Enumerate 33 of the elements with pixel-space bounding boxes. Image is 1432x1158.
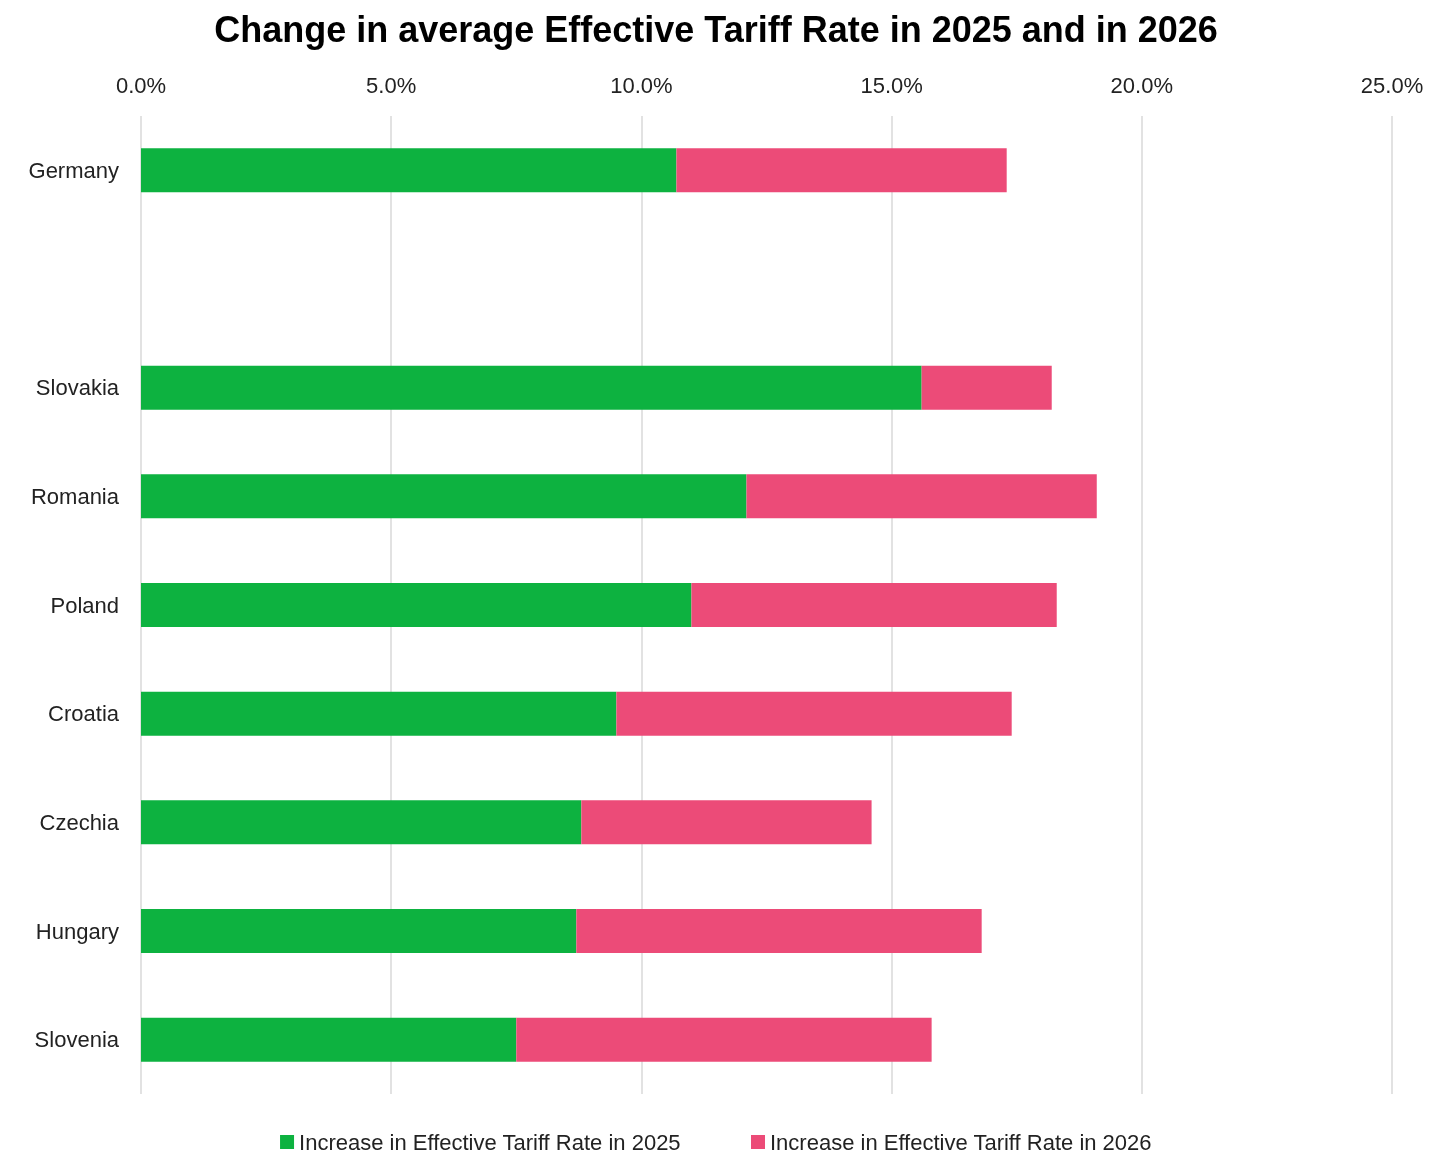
x-tick-label: 20.0% (1110, 72, 1173, 98)
y-tick-label: Germany (28, 157, 119, 183)
bar (141, 474, 747, 519)
bar (141, 1017, 517, 1062)
x-tick-label: 10.0% (610, 72, 673, 98)
bar (141, 800, 582, 845)
bar (921, 365, 1052, 410)
x-tick-label: 0.0% (115, 72, 167, 98)
y-tick-label: Czechia (39, 809, 120, 835)
y-tick-label: Croatia (48, 701, 120, 727)
bar (581, 800, 872, 845)
bar (141, 583, 692, 627)
y-tick-label: Poland (50, 592, 119, 618)
x-tick-label: 15.0% (860, 72, 923, 98)
bar (516, 1017, 932, 1062)
legend-label: Increase in Effective Tariff Rate in 2026 (770, 1129, 1152, 1155)
y-tick-label: Romania (30, 483, 120, 509)
legend-label: Increase in Effective Tariff Rate in 2025 (299, 1129, 681, 1155)
y-tick-label: Slovenia (34, 1027, 120, 1053)
bar (141, 365, 922, 410)
bar (141, 691, 617, 736)
bar (141, 909, 577, 953)
bar (691, 583, 1057, 627)
bar (676, 148, 1007, 193)
x-tick-label: 5.0% (366, 72, 417, 98)
y-tick-label: Slovakia (35, 375, 120, 401)
y-tick-label: Hungary (35, 918, 119, 944)
bar (746, 474, 1097, 519)
bar (616, 691, 1012, 736)
x-tick-label: 25.0% (1360, 72, 1424, 98)
chart-title: Change in average Effective Tariff Rate in 2025 and in 2026 (214, 8, 1218, 50)
bar (576, 909, 982, 953)
bar (141, 148, 677, 193)
